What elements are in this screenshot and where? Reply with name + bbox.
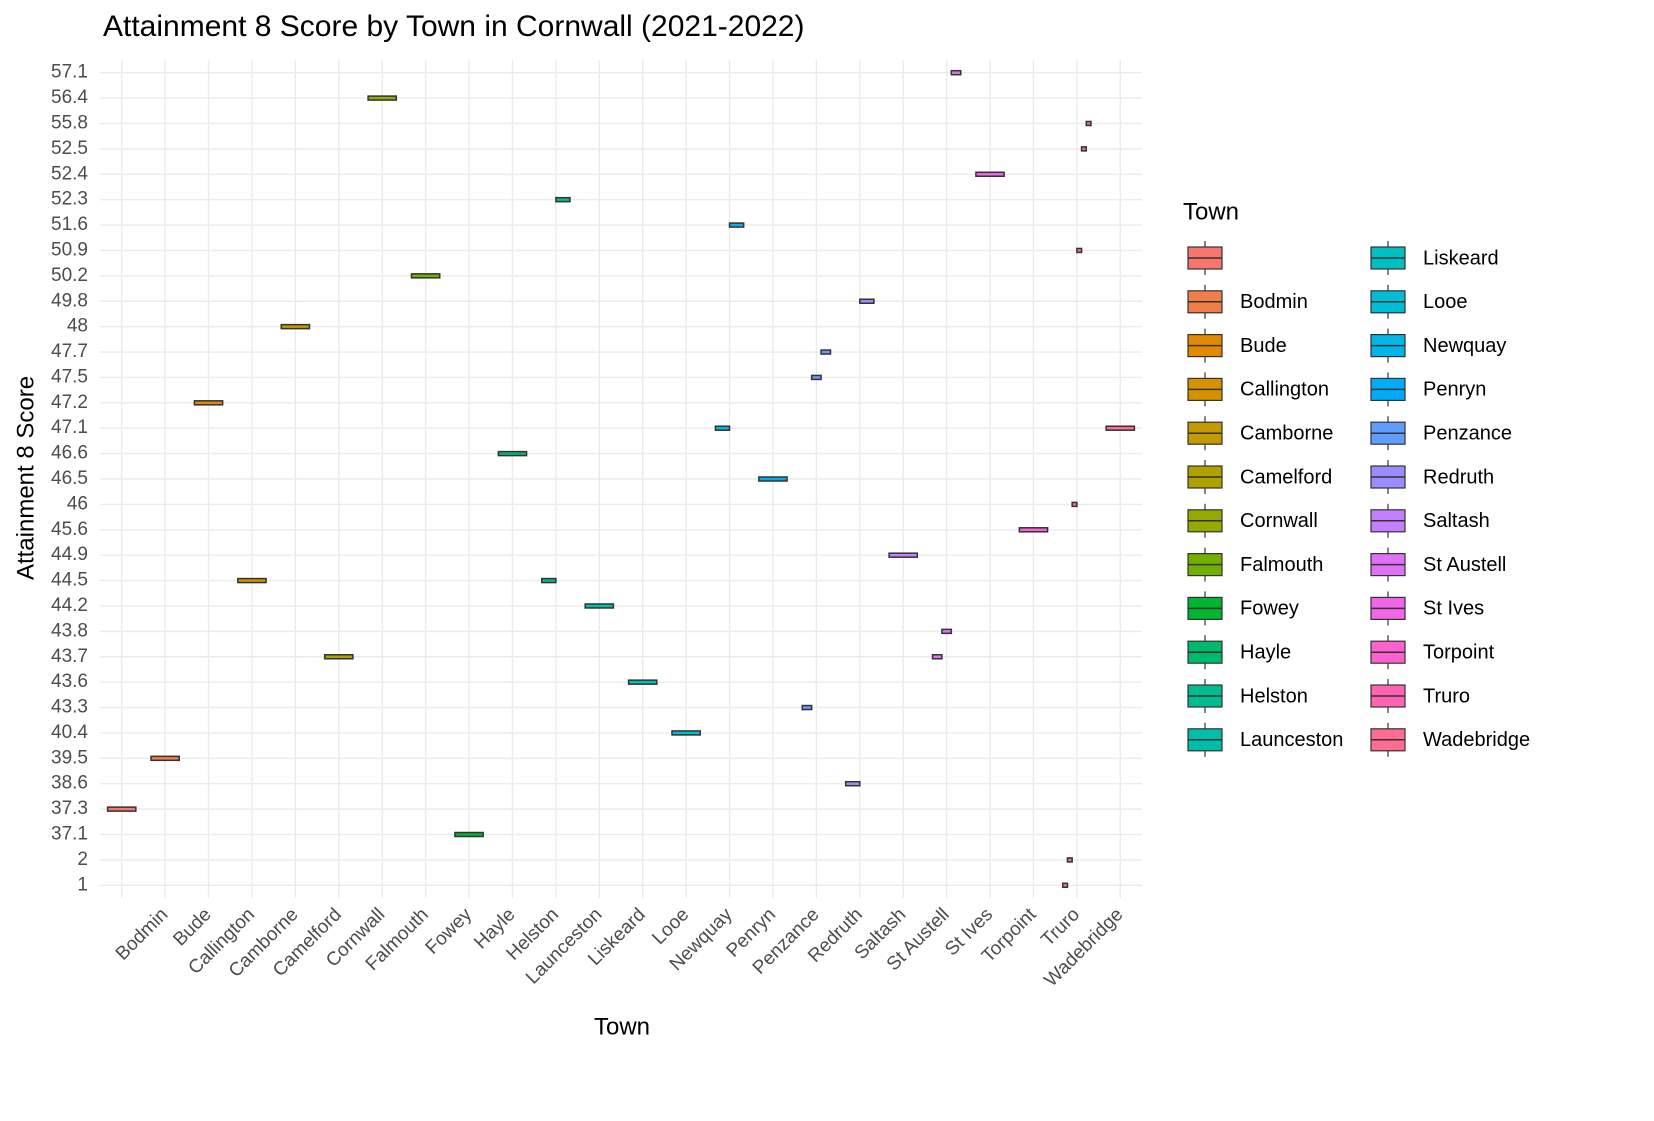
box: [859, 298, 875, 304]
box: [323, 654, 354, 660]
box: [497, 450, 528, 457]
legend-label: Torpoint: [1423, 641, 1495, 663]
box: [1066, 857, 1073, 863]
box: [1018, 527, 1049, 533]
box: [820, 349, 832, 355]
y-tick-label: 37.3: [51, 798, 88, 819]
legend-label: Truro: [1423, 685, 1470, 707]
y-tick-label: 48: [67, 316, 88, 337]
y-tick-label: 56.4: [51, 87, 88, 108]
y-tick-label: 50.2: [51, 265, 88, 286]
legend-label: Camelford: [1240, 466, 1332, 488]
x-tick-label: Fowey: [422, 904, 477, 959]
box: [844, 780, 861, 787]
legend-label: Hayle: [1240, 641, 1291, 663]
y-tick-label: 43.8: [51, 620, 88, 641]
y-axis-label: Attainment 8 Score: [12, 376, 39, 580]
y-tick-label: 45.6: [51, 519, 88, 540]
legend-label: Looe: [1423, 291, 1468, 313]
box: [237, 577, 267, 584]
y-tick-label: 52.5: [51, 138, 88, 159]
y-tick-label: 2: [77, 849, 88, 870]
legend-label: Camborne: [1240, 422, 1333, 444]
y-tick-label: 52.3: [51, 189, 88, 210]
y-tick-label: 46: [67, 493, 88, 514]
box: [950, 69, 962, 76]
legend-label: Helston: [1240, 685, 1308, 707]
box: [801, 704, 813, 711]
y-tick-label: 44.2: [51, 595, 88, 616]
y-tick-label: 47.5: [51, 366, 88, 387]
box: [671, 730, 701, 736]
y-tick-label: 46.6: [51, 443, 88, 464]
box: [1080, 146, 1088, 152]
box: [584, 603, 615, 609]
y-tick-label: 51.6: [51, 214, 88, 235]
box: [714, 425, 731, 431]
y-tick-label: 37.1: [51, 824, 88, 845]
box: [367, 95, 398, 101]
legend-label: St Austell: [1423, 554, 1506, 576]
box: [1105, 425, 1136, 431]
legend-label: Bude: [1240, 335, 1287, 357]
box: [627, 679, 658, 685]
box: [1076, 247, 1083, 254]
legend-label: Newquay: [1423, 335, 1506, 357]
y-tick-label: 50.9: [51, 239, 88, 260]
y-tick-label: 38.6: [51, 773, 88, 794]
box: [454, 831, 484, 838]
y-tick-label: 52.4: [51, 163, 88, 184]
y-tick-label: 57.1: [51, 62, 88, 83]
legend-label: Bodmin: [1240, 291, 1308, 313]
box: [931, 654, 943, 660]
box: [1071, 501, 1078, 508]
box: [555, 196, 571, 203]
y-tick-label: 43.7: [51, 646, 88, 667]
y-tick-label: 44.5: [51, 570, 88, 591]
box: [941, 628, 953, 635]
y-tick-label: 40.4: [51, 722, 88, 743]
box: [728, 222, 745, 228]
box: [193, 400, 224, 406]
legend-label: Launceston: [1240, 729, 1343, 751]
box: [758, 476, 788, 482]
box: [150, 755, 180, 762]
y-tick-label: 47.2: [51, 392, 88, 413]
legend-label: Cornwall: [1240, 510, 1318, 532]
legend-label: Saltash: [1423, 510, 1490, 532]
chart-title: Attainment 8 Score by Town in Cornwall (…: [103, 10, 804, 43]
box: [541, 577, 557, 584]
x-tick-label: Bodmin: [112, 904, 172, 964]
legend-title: Town: [1183, 198, 1239, 225]
legend-label: St Ives: [1423, 598, 1484, 620]
y-tick-label: 1: [77, 874, 88, 895]
box: [106, 806, 137, 812]
y-tick-label: 43.6: [51, 671, 88, 692]
y-tick-label: 47.1: [51, 417, 88, 438]
y-tick-label: 49.8: [51, 290, 88, 311]
box: [810, 374, 822, 381]
y-tick-label: 44.9: [51, 544, 88, 565]
legend-label: Redruth: [1423, 466, 1494, 488]
legend-label: Fowey: [1240, 598, 1299, 620]
y-tick-label: 46.5: [51, 468, 88, 489]
legend-label: Liskeard: [1423, 247, 1499, 269]
box: [888, 552, 919, 558]
x-axis-label: Town: [594, 1013, 650, 1040]
y-tick-label: 55.8: [51, 113, 88, 134]
y-tick-label: 43.3: [51, 697, 88, 718]
y-tick-label: 39.5: [51, 747, 88, 768]
legend-label: Falmouth: [1240, 554, 1323, 576]
box: [280, 323, 311, 330]
box: [410, 273, 441, 279]
y-tick-label: 47.7: [51, 341, 88, 362]
legend-label: Penryn: [1423, 379, 1486, 401]
box: [1062, 882, 1069, 889]
legend-label: Penzance: [1423, 422, 1512, 444]
legend-label: Callington: [1240, 379, 1329, 401]
legend-label: Wadebridge: [1423, 729, 1530, 751]
box: [1085, 120, 1092, 127]
box: [975, 171, 1005, 178]
